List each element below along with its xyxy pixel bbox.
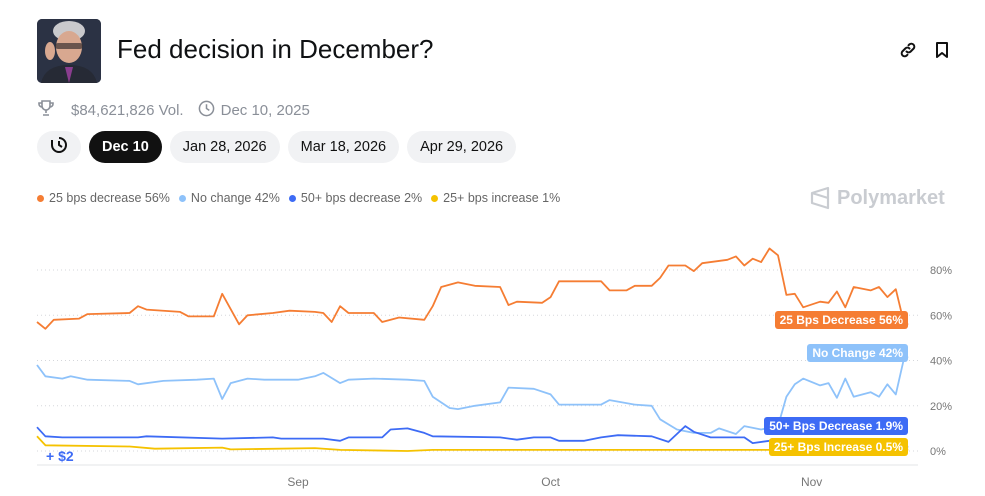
polymarket-logo: Polymarket: [809, 186, 945, 210]
market-image: [37, 19, 101, 83]
series-end-label: 50+ Bps Decrease 1.9%: [764, 417, 908, 435]
x-tick-label: Oct: [541, 475, 560, 489]
x-tick-label: Sep: [287, 475, 309, 489]
page-title: Fed decision in December?: [117, 34, 434, 64]
tab-mar-18-2026[interactable]: Mar 18, 2026: [287, 131, 400, 163]
bonus-text: + $2: [46, 448, 74, 464]
y-tick-label: 40%: [930, 356, 952, 368]
date-tabs: Dec 10 Jan 28, 2026 Mar 18, 2026 Apr 29,…: [37, 131, 517, 163]
chart-legend: 25 bps decrease 56% No change 42% 50+ bp…: [37, 191, 560, 205]
series-end-label: 25 Bps Decrease 56%: [774, 311, 908, 329]
history-button[interactable]: [37, 131, 81, 163]
series-line-25-bps-increase: [36, 435, 905, 452]
tab-jan-28-2026[interactable]: Jan 28, 2026: [169, 131, 280, 163]
link-icon[interactable]: [898, 40, 918, 60]
legend-item: 50+ bps decrease 2%: [288, 191, 422, 205]
series-line-50-bps-decrease: [36, 425, 905, 448]
bookmark-icon[interactable]: [932, 40, 952, 60]
legend-item: 25+ bps increase 1%: [431, 191, 560, 205]
series-end-label: No Change 42%: [807, 344, 908, 362]
legend-item: No change 42%: [178, 191, 280, 205]
tab-apr-29-2026[interactable]: Apr 29, 2026: [407, 131, 517, 163]
history-icon: [50, 136, 68, 158]
series-line-no-change: [36, 356, 906, 435]
clock-icon: [198, 100, 215, 121]
y-tick-label: 0%: [930, 446, 946, 458]
series-end-label: 25+ Bps Increase 0.5%: [768, 438, 908, 456]
end-date: Dec 10, 2025: [220, 101, 310, 119]
legend-item: 25 bps decrease 56%: [37, 191, 170, 205]
volume: $84,621,826 Vol.: [71, 101, 184, 119]
market-meta: $84,621,826 Vol. Dec 10, 2025: [37, 99, 310, 121]
y-tick-label: 20%: [930, 401, 952, 413]
series-line-25-bps-decrease: [36, 247, 906, 330]
y-tick-label: 60%: [930, 310, 952, 322]
x-tick-label: Nov: [801, 475, 822, 489]
trophy-icon: [37, 99, 55, 121]
y-tick-label: 80%: [930, 265, 952, 277]
tab-dec-10[interactable]: Dec 10: [89, 131, 162, 163]
